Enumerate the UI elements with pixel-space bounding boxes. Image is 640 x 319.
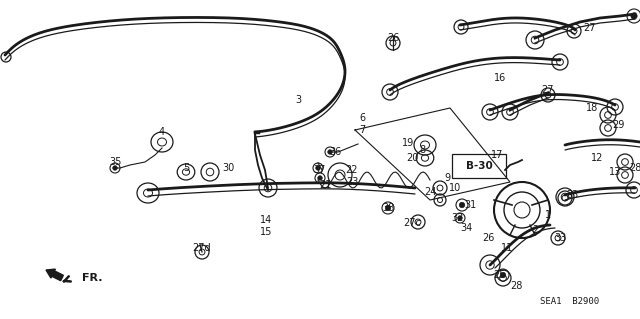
Circle shape <box>460 202 465 208</box>
Text: 13: 13 <box>609 167 621 177</box>
Circle shape <box>113 166 117 170</box>
Text: 14: 14 <box>260 215 272 225</box>
Text: 26: 26 <box>482 233 494 243</box>
Text: SEA1  B2900: SEA1 B2900 <box>540 298 600 307</box>
Text: 3: 3 <box>295 95 301 105</box>
Text: 34: 34 <box>460 223 472 233</box>
Text: 20: 20 <box>406 153 418 163</box>
Text: 10: 10 <box>449 183 461 193</box>
FancyBboxPatch shape <box>452 154 506 178</box>
Text: 15: 15 <box>260 227 272 237</box>
Text: 38: 38 <box>382 203 394 213</box>
Text: 28: 28 <box>510 281 522 291</box>
Text: 8: 8 <box>419 145 425 155</box>
Circle shape <box>500 272 506 278</box>
Text: 24: 24 <box>424 187 436 197</box>
Text: 5: 5 <box>183 163 189 173</box>
Text: 32: 32 <box>452 213 464 223</box>
Text: 27: 27 <box>584 23 596 33</box>
Text: 28: 28 <box>629 163 640 173</box>
Circle shape <box>458 216 462 220</box>
Text: 19: 19 <box>402 138 414 148</box>
Text: 22: 22 <box>346 165 358 175</box>
Text: 11: 11 <box>501 243 513 253</box>
Text: 27c: 27c <box>403 218 421 228</box>
Text: 25: 25 <box>493 270 506 280</box>
Text: 37: 37 <box>314 165 326 175</box>
Text: 27d: 27d <box>193 243 211 253</box>
Text: 33: 33 <box>554 233 566 243</box>
Text: 7: 7 <box>359 125 365 135</box>
Text: 1: 1 <box>545 210 551 220</box>
Circle shape <box>316 166 320 170</box>
Text: 18: 18 <box>586 103 598 113</box>
Text: 33: 33 <box>566 190 578 200</box>
Text: 26: 26 <box>387 33 399 43</box>
FancyArrow shape <box>46 269 63 281</box>
Text: 16: 16 <box>494 73 506 83</box>
Text: 30: 30 <box>222 163 234 173</box>
Text: 27: 27 <box>541 85 554 95</box>
Text: 9: 9 <box>444 173 450 183</box>
Circle shape <box>317 176 323 180</box>
Text: 29: 29 <box>612 120 624 130</box>
Text: 36: 36 <box>329 147 341 157</box>
Text: 35: 35 <box>109 157 121 167</box>
Text: 12: 12 <box>591 153 603 163</box>
Text: 23: 23 <box>346 177 358 187</box>
Circle shape <box>631 13 637 19</box>
Text: B-30: B-30 <box>466 161 492 171</box>
Text: 31: 31 <box>464 200 476 210</box>
Text: 21: 21 <box>319 180 331 190</box>
Text: 17: 17 <box>491 150 503 160</box>
Circle shape <box>328 150 332 154</box>
Circle shape <box>385 205 390 211</box>
Text: FR.: FR. <box>82 273 102 283</box>
Text: 4: 4 <box>159 127 165 137</box>
Text: 2: 2 <box>532 225 538 235</box>
Text: 6: 6 <box>359 113 365 123</box>
